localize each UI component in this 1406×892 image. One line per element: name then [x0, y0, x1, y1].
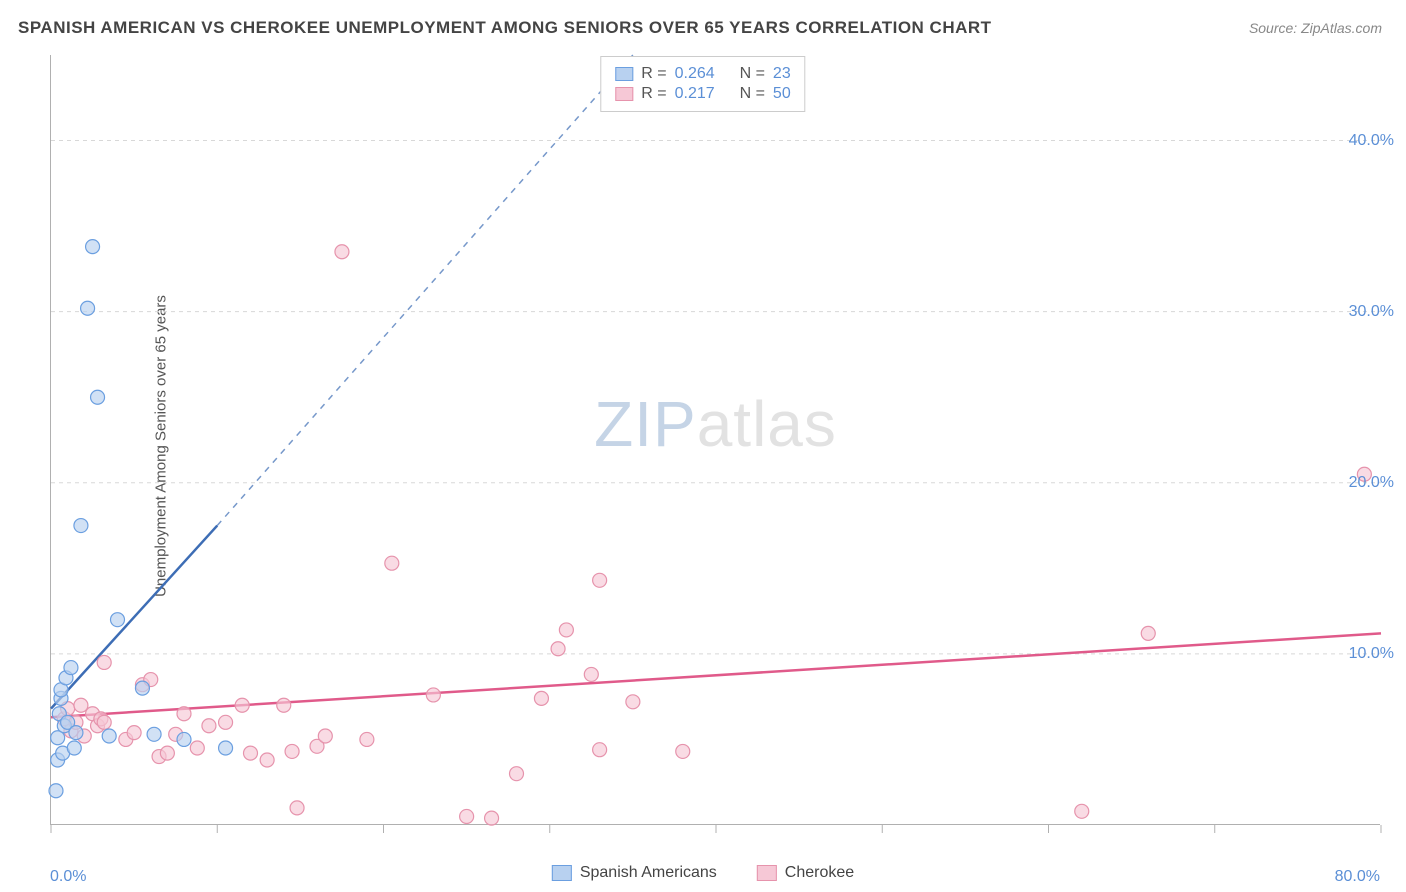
- legend-swatch-cherokee: [757, 865, 777, 881]
- stats-r-label: R =: [641, 85, 666, 103]
- plot-area: ZIPatlas: [50, 55, 1380, 825]
- stats-n-spanish: 23: [773, 65, 791, 83]
- legend-label-cherokee: Cherokee: [785, 864, 854, 882]
- stats-n-cherokee: 50: [773, 85, 791, 103]
- stats-row-cherokee: R = 0.217 N = 50: [615, 85, 790, 103]
- stats-swatch-cherokee: [615, 87, 633, 101]
- stats-n-label: N =: [740, 85, 765, 103]
- y-tick-label: 30.0%: [1349, 303, 1394, 321]
- stats-r-cherokee: 0.217: [675, 85, 715, 103]
- legend-swatch-spanish: [552, 865, 572, 881]
- legend: Spanish Americans Cherokee: [552, 864, 854, 882]
- stats-r-label: R =: [641, 65, 666, 83]
- y-tick-label: 20.0%: [1349, 474, 1394, 492]
- x-tick-label-min: 0.0%: [50, 868, 86, 886]
- legend-item-cherokee: Cherokee: [757, 864, 854, 882]
- y-tick-label: 10.0%: [1349, 645, 1394, 663]
- stats-n-label: N =: [740, 65, 765, 83]
- stats-swatch-spanish: [615, 67, 633, 81]
- y-tick-label: 40.0%: [1349, 132, 1394, 150]
- data-layer: [51, 55, 1380, 824]
- legend-item-spanish: Spanish Americans: [552, 864, 717, 882]
- chart-source: Source: ZipAtlas.com: [1249, 20, 1382, 36]
- stats-r-spanish: 0.264: [675, 65, 715, 83]
- chart-title: SPANISH AMERICAN VS CHEROKEE UNEMPLOYMEN…: [18, 18, 992, 38]
- x-tick-label-max: 80.0%: [1335, 868, 1380, 886]
- stats-row-spanish: R = 0.264 N = 23: [615, 65, 790, 83]
- legend-label-spanish: Spanish Americans: [580, 864, 717, 882]
- stats-box: R = 0.264 N = 23 R = 0.217 N = 50: [600, 56, 805, 112]
